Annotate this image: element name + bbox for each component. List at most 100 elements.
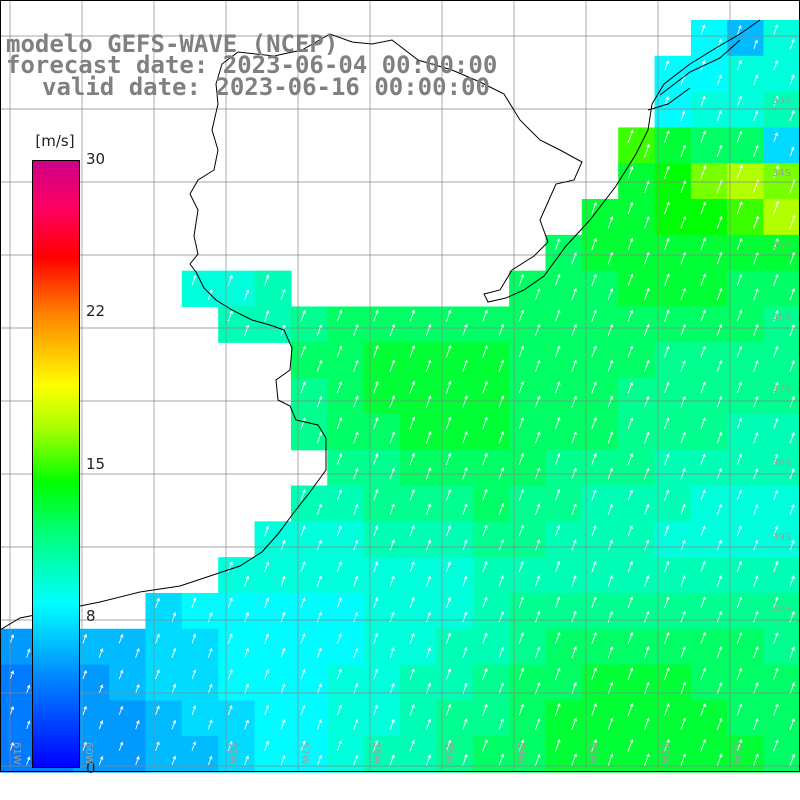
wind-arrow (462, 359, 468, 372)
speed-cell (327, 557, 365, 594)
wind-arrow (789, 575, 795, 587)
wind-arrow (373, 488, 379, 501)
speed-cell (690, 378, 728, 415)
speed-cell (400, 521, 437, 558)
speed-cell (363, 736, 401, 773)
wind-arrow (591, 667, 597, 680)
wind-arrow (773, 59, 779, 71)
wind-arrow (571, 395, 577, 408)
wind-arrow (498, 502, 505, 516)
speed-cell (327, 306, 365, 343)
wind-arrow (425, 539, 432, 551)
speed-cell (654, 234, 692, 272)
wind-arrow (627, 631, 634, 645)
speed-cell (618, 378, 656, 415)
wind-arrow (664, 631, 670, 645)
wind-arrow (353, 647, 359, 658)
speed-cell (145, 628, 183, 666)
wind-arrow (591, 416, 597, 430)
wind-arrow (627, 345, 634, 358)
speed-cell (727, 199, 765, 236)
wind-arrow (300, 381, 306, 394)
speed-cell (727, 521, 765, 558)
wind-arrow (716, 717, 723, 731)
wind-arrow (534, 717, 541, 730)
speed-cell (727, 557, 765, 594)
wind-arrow (753, 575, 759, 587)
speed-cell (727, 378, 765, 415)
wind-arrow (737, 25, 742, 35)
wind-arrow (280, 288, 286, 301)
wind-arrow (518, 309, 525, 322)
speed-cell (618, 628, 656, 666)
wind-arrow (664, 309, 670, 322)
wind-arrow (300, 704, 306, 716)
speed-cell (545, 628, 583, 666)
lat-label: 38S (772, 458, 792, 469)
lat-label: 39S (772, 532, 792, 543)
wind-arrow (680, 431, 686, 444)
wind-arrow (171, 755, 177, 766)
wind-arrow (264, 704, 270, 716)
speed-cell (218, 736, 256, 773)
wind-arrow (555, 596, 561, 609)
wind-arrow (789, 539, 795, 551)
speed-cell (218, 628, 256, 666)
wind-arrow (627, 129, 634, 144)
wind-arrow (409, 704, 415, 716)
speed-cell (690, 413, 728, 451)
lat-label: 34S (772, 168, 792, 179)
wind-arrow (663, 165, 670, 179)
wind-arrow (280, 575, 286, 587)
wind-arrow (300, 740, 306, 752)
wind-arrow (389, 718, 395, 730)
wind-arrow (627, 489, 633, 501)
wind-arrow (462, 430, 468, 444)
speed-cell (181, 736, 219, 773)
wind-arrow (680, 681, 686, 695)
wind-arrow (680, 610, 686, 623)
wind-arrow (571, 288, 577, 301)
speed-cell (581, 306, 619, 343)
wind-arrow (300, 417, 306, 430)
speed-cell (763, 20, 800, 57)
speed-cell (290, 592, 328, 630)
wind-arrow (207, 611, 213, 623)
speed-cell (654, 449, 692, 487)
speed-cell (654, 378, 692, 415)
wind-arrow (389, 575, 395, 587)
wind-arrow (789, 38, 795, 50)
wind-arrow (389, 611, 395, 623)
speed-cell (472, 378, 510, 415)
wind-arrow (316, 754, 322, 766)
wind-arrow (373, 525, 379, 537)
wind-arrow (171, 647, 177, 658)
wind-arrow (789, 109, 795, 122)
wind-arrow (498, 539, 504, 551)
wind-arrow (462, 539, 468, 551)
wind-arrow (191, 705, 197, 716)
wind-arrow (716, 395, 723, 408)
wind-arrow (534, 395, 541, 408)
speed-cell (400, 378, 437, 415)
wind-arrow (700, 273, 706, 287)
wind-arrow (644, 646, 650, 659)
speed-cell (618, 199, 656, 236)
wind-arrow (753, 288, 759, 301)
speed-cell (327, 664, 365, 701)
wind-arrow (462, 753, 468, 766)
wind-arrow (534, 431, 541, 444)
wind-arrow (773, 95, 779, 107)
speed-cell (690, 91, 728, 129)
speed-cell (654, 91, 692, 129)
speed-cell (400, 557, 437, 594)
wind-arrow (155, 669, 160, 680)
speed-cell (763, 485, 800, 522)
speed-cell (581, 234, 619, 272)
lon-label: 56W (371, 742, 382, 765)
speed-cell (400, 736, 437, 773)
colorbar-unit-label: [m/s] (35, 132, 75, 150)
wind-arrow (336, 597, 342, 608)
wind-arrow (700, 453, 706, 465)
speed-cell (436, 628, 474, 666)
